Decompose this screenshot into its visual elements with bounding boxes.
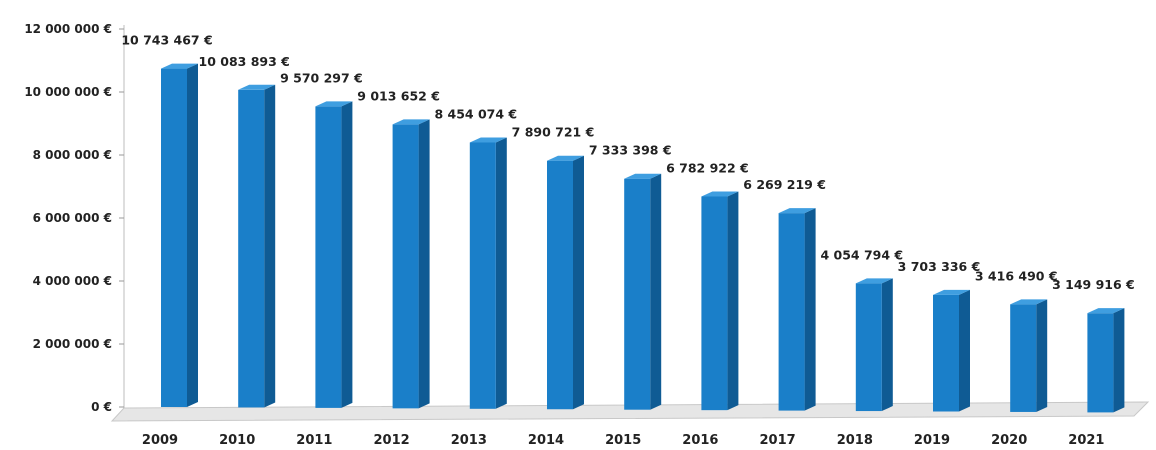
bar-top-face <box>855 278 893 284</box>
bar-side-face <box>1113 308 1125 413</box>
data-label-2020: 3 416 490 € <box>975 268 1058 283</box>
y-tick-label: 10 000 000 € <box>24 85 112 99</box>
bar-top-face <box>701 191 739 197</box>
x-axis: 2009 2010 2011 2012 2013 2014 2015 2016 2017 2018… <box>142 433 1105 448</box>
bar-front-face <box>315 106 342 408</box>
bar-side-face <box>187 63 198 408</box>
bar-2021 <box>1087 308 1125 413</box>
bar-front-face <box>933 294 959 412</box>
data-label-2014: 7 890 721 € <box>512 125 595 140</box>
bar-front-face <box>469 142 496 409</box>
bar-front-face <box>1087 313 1114 413</box>
bar-top-face <box>1010 299 1048 305</box>
x-tick-label: 2017 <box>760 433 796 448</box>
data-label-2011: 9 570 297 € <box>280 70 363 85</box>
y-tick-label: 4 000 000 € <box>33 274 112 288</box>
x-tick-label: 2014 <box>528 433 564 448</box>
y-tick-label: 8 000 000 € <box>33 148 112 162</box>
bar-2010 <box>238 84 276 408</box>
bar-2012 <box>392 119 430 409</box>
data-label-2013: 8 454 074 € <box>434 106 517 121</box>
data-label-2018: 4 054 794 € <box>820 247 903 262</box>
x-tick-label: 2020 <box>991 433 1027 448</box>
x-tick-label: 2018 <box>837 433 873 448</box>
x-tick-label: 2015 <box>605 433 641 448</box>
bar-2020 <box>1010 299 1048 412</box>
bar-front-face <box>547 160 573 410</box>
data-label-2010: 10 083 893 € <box>199 54 290 69</box>
bar-side-face <box>1036 299 1048 412</box>
bar-front-face <box>238 89 265 408</box>
bar-top-face <box>315 101 353 107</box>
bar-side-face <box>341 101 353 408</box>
bar-side-face <box>495 137 507 409</box>
data-label-2016: 6 782 922 € <box>666 160 749 175</box>
bar-front-face <box>778 213 805 411</box>
bar-top-face <box>933 289 970 295</box>
bar-side-face <box>959 289 970 412</box>
bar-side-face <box>418 119 430 409</box>
bar-2018 <box>855 278 893 412</box>
bar-2019 <box>933 289 970 412</box>
bar-top-face <box>469 137 507 143</box>
bar-side-face <box>881 278 893 412</box>
data-label-2012: 9 013 652 € <box>357 88 440 103</box>
bar-side-face <box>727 191 739 411</box>
x-tick-label: 2013 <box>451 433 487 448</box>
x-tick-label: 2019 <box>914 433 950 448</box>
bar-side-face <box>650 173 662 410</box>
bar-top-face <box>1087 308 1125 314</box>
x-tick-label: 2011 <box>296 433 332 448</box>
bar-top-face <box>392 119 430 125</box>
data-label-2009: 10 743 467 € <box>121 33 212 48</box>
data-label-2019: 3 703 336 € <box>898 259 981 274</box>
x-tick-label: 2016 <box>682 433 718 448</box>
x-tick-label: 2010 <box>219 433 255 448</box>
y-tick-label: 0 € <box>91 400 112 414</box>
bar-2014 <box>547 155 584 410</box>
bar-top-face <box>238 84 276 90</box>
data-label-2015: 7 333 398 € <box>589 143 672 158</box>
bar-top-face <box>778 208 816 214</box>
x-tick-label: 2012 <box>374 433 410 448</box>
y-axis: 0 € 2 000 000 € 4 000 000 € 6 000 000 € 8 00… <box>24 22 125 414</box>
bar-front-face <box>161 68 187 408</box>
bar-top-face <box>161 63 198 69</box>
bar-2017 <box>778 208 816 411</box>
bar-2009 <box>161 63 198 408</box>
bar-side-face <box>573 155 584 410</box>
bar-front-face <box>1010 304 1037 412</box>
y-tick-label: 2 000 000 € <box>33 337 112 351</box>
bar-front-face <box>392 124 419 409</box>
bar-2016 <box>701 191 739 411</box>
bar-side-face <box>804 208 816 411</box>
bars <box>161 63 1125 413</box>
bar-side-face <box>264 84 276 408</box>
bar-top-face <box>547 155 584 161</box>
bar-front-face <box>855 283 882 412</box>
bar-2015 <box>624 173 662 410</box>
bar-2013 <box>469 137 507 409</box>
y-tick-label: 12 000 000 € <box>24 22 112 36</box>
bar-front-face <box>624 178 651 410</box>
bar-2011 <box>315 101 353 408</box>
data-label-2017: 6 269 219 € <box>743 177 826 192</box>
x-tick-label: 2009 <box>142 433 178 448</box>
bar-top-face <box>624 173 662 179</box>
y-tick-label: 6 000 000 € <box>33 211 112 225</box>
x-tick-label: 2021 <box>1068 433 1104 448</box>
bar-front-face <box>701 196 728 411</box>
data-labels: 10 743 467 € 10 083 893 €9 570 297 € 9 013… <box>121 33 1134 293</box>
data-label-2021: 3 149 916 € <box>1052 277 1135 292</box>
